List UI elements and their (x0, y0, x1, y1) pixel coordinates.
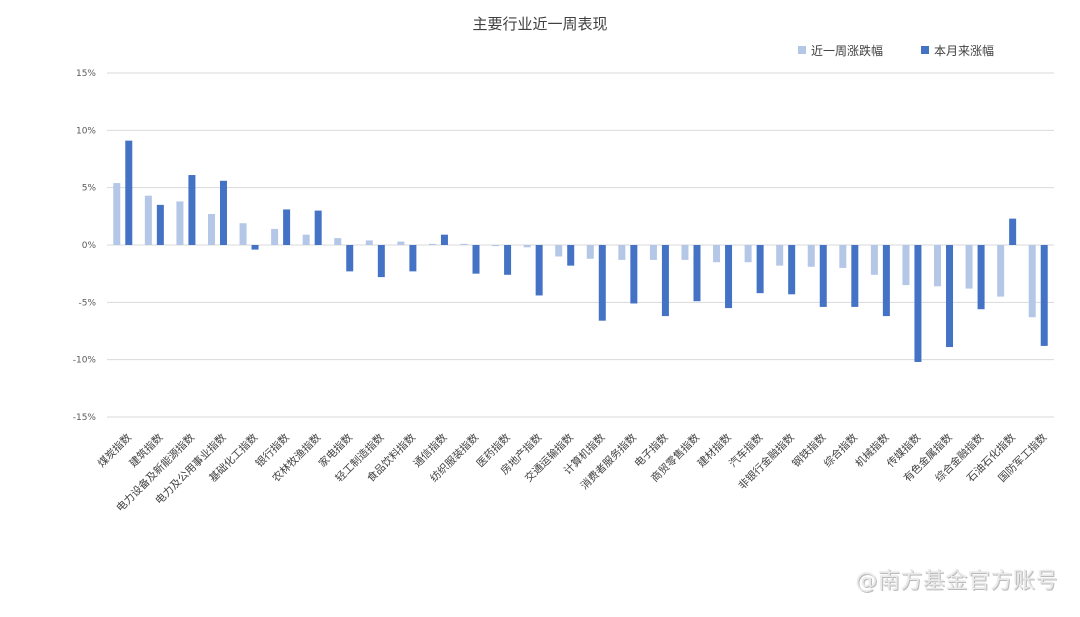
bar-weekly-change (176, 201, 184, 245)
bar-weekly-change (492, 245, 500, 247)
bar-monthly-change (693, 245, 701, 302)
bar-weekly-change (428, 243, 436, 245)
bar-weekly-change (902, 245, 910, 286)
bar-monthly-change (630, 245, 638, 304)
x-tick-label: 消费者服务指数 (578, 431, 640, 493)
bar-weekly-change (807, 245, 815, 267)
bar-monthly-change (977, 245, 985, 310)
bar-weekly-change (555, 245, 563, 257)
bar-weekly-change (302, 234, 310, 245)
legend-label-monthly: 本月来涨幅 (934, 43, 994, 58)
bar-monthly-change (598, 245, 606, 321)
y-tick-label: 15% (76, 69, 96, 79)
bar-weekly-change (397, 241, 405, 245)
bar-monthly-change (409, 245, 417, 272)
legend-swatch-weekly (798, 46, 806, 54)
y-tick-label: 5% (82, 184, 97, 194)
legend-swatch-monthly (921, 46, 929, 54)
y-tick-label: 10% (76, 126, 96, 136)
bar-weekly-change (460, 243, 468, 245)
bar-monthly-change (661, 245, 669, 317)
bar-weekly-change (239, 223, 247, 245)
bar-monthly-change (882, 245, 890, 317)
x-tick-label: 机械指数 (853, 431, 892, 470)
bar-monthly-change (251, 245, 259, 250)
y-axis-ticks: 15% 10% 5% 0% -5% -10% -15% (73, 69, 97, 423)
bar-monthly-change (219, 180, 227, 245)
bar-weekly-change (271, 228, 279, 245)
bar-monthly-change (567, 245, 575, 266)
bar-weekly-change (113, 183, 121, 245)
bar-monthly-change (472, 245, 480, 274)
bars (113, 140, 1048, 362)
bar-monthly-change (788, 245, 796, 295)
bar-weekly-change (934, 245, 942, 287)
x-tick-label: 钢铁指数 (789, 431, 828, 470)
bar-weekly-change (365, 240, 373, 245)
bar-weekly-change (523, 245, 531, 248)
bar-weekly-change (649, 245, 657, 260)
x-tick-label: 综合指数 (821, 431, 860, 470)
x-tick-label: 煤炭指数 (95, 431, 134, 470)
legend: 近一周涨跌幅 本月来涨幅 (798, 43, 994, 58)
gridlines (107, 72, 1054, 418)
watermark: @南方基金官方账号 (855, 569, 1058, 594)
bar-weekly-change (207, 214, 215, 245)
bar-weekly-change (586, 245, 594, 259)
bar-monthly-change (819, 245, 827, 307)
bar-weekly-change (839, 245, 847, 268)
y-tick-label: -5% (78, 298, 96, 308)
bar-monthly-change (946, 245, 954, 348)
bar-monthly-change (535, 245, 543, 296)
bar-weekly-change (776, 245, 784, 266)
bar-weekly-change (334, 238, 342, 245)
bar-monthly-change (125, 140, 133, 245)
y-tick-label: 0% (82, 241, 97, 251)
bar-monthly-change (725, 245, 733, 309)
chart-title: 主要行业近一周表现 (472, 15, 607, 33)
y-tick-label: -15% (73, 413, 97, 423)
legend-label-weekly: 近一周涨跌幅 (811, 43, 883, 58)
y-tick-label: -10% (73, 356, 97, 366)
bar-weekly-change (965, 245, 973, 289)
bar-weekly-change (681, 245, 689, 260)
bar-weekly-change (997, 245, 1005, 297)
bar-monthly-change (377, 245, 385, 278)
bar-weekly-change (618, 245, 626, 260)
bar-monthly-change (440, 234, 448, 245)
bar-weekly-change (713, 245, 721, 263)
bar-monthly-change (156, 204, 164, 245)
x-tick-label: 建材指数 (695, 431, 734, 470)
bar-monthly-change (314, 210, 322, 245)
bar-monthly-change (914, 245, 922, 362)
bar-monthly-change (346, 245, 354, 272)
bar-weekly-change (744, 245, 752, 263)
x-tick-label: 非银行金融指数 (736, 431, 798, 493)
bar-monthly-change (1009, 218, 1017, 245)
bar-monthly-change (1040, 245, 1048, 346)
bar-monthly-change (188, 175, 196, 245)
x-axis-ticks: 煤炭指数建筑指数电力设备及新能源指数电力及公用事业指数基础化工指数银行指数农林牧… (95, 431, 1050, 515)
bar-monthly-change (283, 209, 291, 245)
bar-monthly-change (504, 245, 512, 275)
bar-weekly-change (1028, 245, 1036, 318)
bar-monthly-change (851, 245, 859, 307)
bar-weekly-change (870, 245, 878, 275)
bar-weekly-change (144, 195, 152, 245)
bar-monthly-change (756, 245, 764, 294)
